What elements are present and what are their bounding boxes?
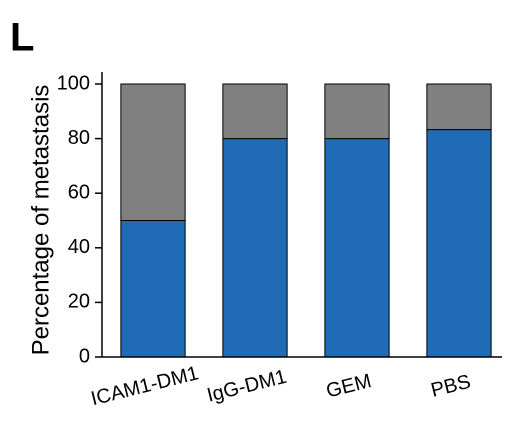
x-tick-label: GEM <box>324 370 374 402</box>
bar-segment <box>120 220 186 358</box>
y-tick-label: 0 <box>79 345 90 367</box>
y-tick-label: 20 <box>68 291 90 313</box>
y-tick-label: 60 <box>68 181 90 203</box>
y-axis-label: Percentage of metastasis <box>27 85 54 356</box>
bar-segment <box>222 138 288 358</box>
bar-segment <box>426 83 492 131</box>
bar-segment <box>426 129 492 358</box>
panel-label: L <box>10 16 34 60</box>
bar-segment <box>222 83 288 140</box>
y-tick-label: 80 <box>68 127 90 149</box>
bar-segment <box>324 138 390 358</box>
bar-segment <box>324 83 390 140</box>
x-tick-label: ICAM1-DM1 <box>89 362 201 410</box>
y-tick-label: 100 <box>57 72 90 94</box>
y-tick-label: 40 <box>68 236 90 258</box>
bar-segment <box>120 83 186 221</box>
x-tick-label: PBS <box>429 371 473 402</box>
x-tick-label: IgG-DM1 <box>205 366 289 407</box>
